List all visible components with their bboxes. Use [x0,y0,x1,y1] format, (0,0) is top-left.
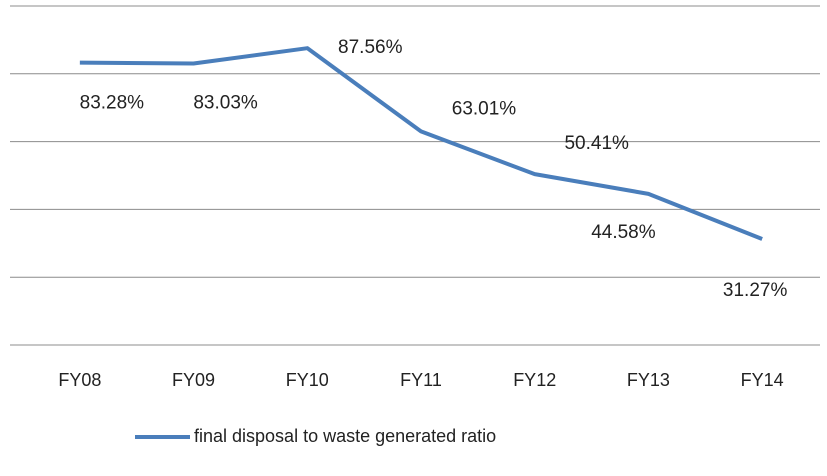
series-line [79,46,763,241]
data-label: 63.01% [452,98,517,119]
data-label: 50.41% [564,133,629,154]
x-tick-label: FY09 [172,370,215,390]
data-label: 83.03% [193,93,258,114]
x-tick-label: FY13 [627,370,670,390]
x-tick-label: FY11 [400,370,442,390]
legend-label: final disposal to waste generated ratio [194,426,496,446]
x-tick-label: FY08 [58,370,101,390]
data-label: 44.58% [591,222,656,243]
data-label: 83.28% [80,93,145,114]
data-label: 31.27% [723,280,788,301]
x-tick-label: FY10 [286,370,329,390]
x-tick-label: FY12 [513,370,556,390]
data-label: 87.56% [338,37,403,58]
x-tick-label: FY14 [741,370,784,390]
